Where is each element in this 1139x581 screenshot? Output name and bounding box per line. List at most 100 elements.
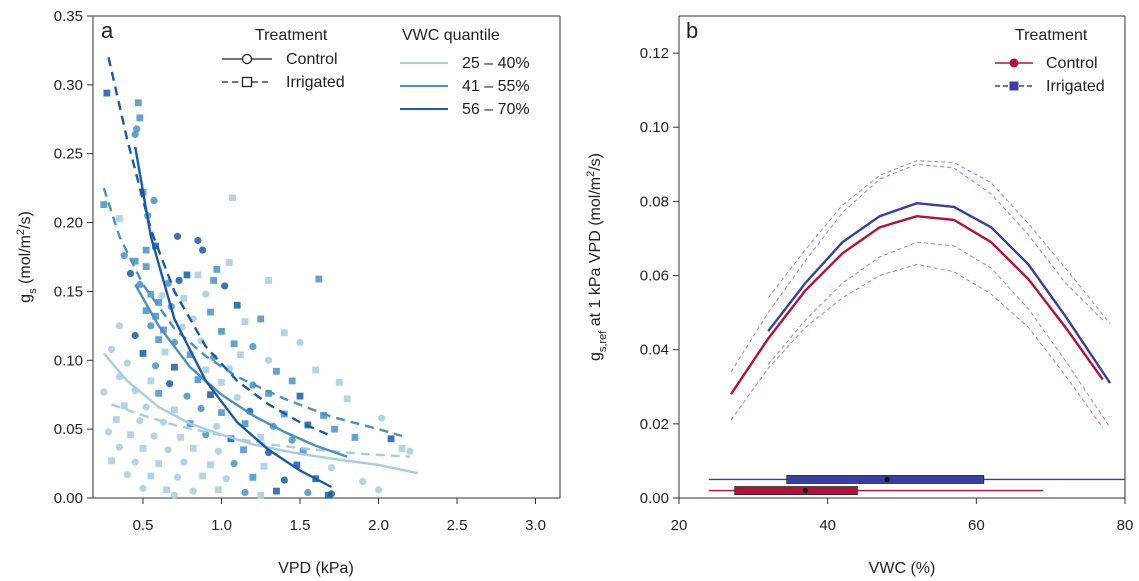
data-point-control <box>151 362 160 370</box>
y-tick-label: 0.06 <box>640 268 669 285</box>
data-point-irrigated <box>155 460 163 467</box>
data-point-control <box>265 356 273 364</box>
legend-label-control: Control <box>1046 55 1098 72</box>
x-tick-label: 2.0 <box>368 517 389 534</box>
y-tick-label: 0.20 <box>54 215 83 232</box>
data-point-irrigated <box>312 366 320 374</box>
data-point-irrigated <box>299 447 307 455</box>
data-point-irrigated <box>273 367 280 375</box>
data-point-control <box>296 338 304 346</box>
data-point-control <box>136 280 144 289</box>
data-point-irrigated <box>108 457 115 465</box>
data-point-control <box>359 477 367 486</box>
data-point-irrigated <box>103 89 111 97</box>
x-tick-label: 40 <box>819 517 836 534</box>
ci-lower-control <box>730 263 1104 428</box>
y-tick-label: 0.12 <box>640 45 669 62</box>
curves-layer <box>102 57 419 489</box>
data-point-control <box>221 282 229 290</box>
data-point-irrigated <box>387 435 395 443</box>
data-point-irrigated <box>280 329 288 337</box>
legend-title: Treatment <box>1015 27 1088 44</box>
data-point-irrigated <box>241 318 249 326</box>
data-point-irrigated <box>139 350 147 357</box>
data-point-irrigated <box>155 299 163 306</box>
y-tick-label: 0.02 <box>640 416 669 433</box>
data-point-control <box>136 417 144 425</box>
data-point-irrigated <box>335 378 343 386</box>
fit-curve-irrigated <box>102 187 403 438</box>
data-point-control <box>126 269 135 278</box>
x-tick-label: 80 <box>1117 517 1134 534</box>
panel-label: a <box>101 18 114 43</box>
data-point-control <box>158 291 166 300</box>
x-tick-label: 1.5 <box>290 517 311 534</box>
data-point-control <box>180 458 188 466</box>
y-axis-title-part: g <box>587 352 604 361</box>
data-point-control <box>406 447 414 455</box>
data-point-control <box>202 290 210 298</box>
data-point-irrigated <box>351 434 359 441</box>
y-tick-label: 0.00 <box>640 490 669 507</box>
data-point-irrigated <box>171 363 178 371</box>
data-point-irrigated <box>147 290 155 298</box>
data-point-control <box>164 446 172 454</box>
panel-label: b <box>686 18 698 43</box>
data-point-control <box>131 458 139 466</box>
y-tick-label: 0.35 <box>54 8 83 25</box>
y-axis-title: gs (mol/m2/s) <box>15 211 39 303</box>
y-tick-label: 0.04 <box>640 342 669 359</box>
data-point-irrigated <box>147 472 155 480</box>
panel-a: 0.00 0.05 0.10 0.15 0.20 0.25 0.30 0.35 0.5 1.0 1.… <box>15 8 561 577</box>
x-tick-label: 3.0 <box>525 517 546 534</box>
data-point-control <box>150 196 158 205</box>
data-point-irrigated <box>194 271 202 279</box>
data-point-irrigated <box>116 215 123 222</box>
data-point-irrigated <box>260 462 268 470</box>
y-axis-title-part: s,ref <box>597 330 609 352</box>
data-point-irrigated <box>177 434 185 441</box>
data-point-irrigated <box>155 389 163 397</box>
data-point-control <box>131 130 139 139</box>
data-point-irrigated <box>189 445 197 452</box>
y-tick-label: 0.10 <box>640 119 669 136</box>
data-point-irrigated <box>207 461 214 469</box>
data-point-control <box>142 403 150 411</box>
data-point-irrigated <box>160 326 167 334</box>
x-tick-label: 0.5 <box>133 517 154 534</box>
data-point-control <box>170 491 178 499</box>
y-axis-title: gs,ref at 1 kPa VPD (mol/m2/s) <box>585 153 609 361</box>
data-point-control <box>249 342 257 351</box>
data-point-control <box>175 276 183 285</box>
data-point-irrigated <box>229 194 236 202</box>
data-point-control <box>123 359 131 367</box>
data-point-control <box>173 232 182 240</box>
data-point-irrigated <box>398 445 406 452</box>
box-median-control <box>802 487 808 494</box>
data-point-irrigated <box>152 312 159 320</box>
y-axis-title-part: at 1 kPa VPD (mol/m <box>587 177 604 331</box>
data-point-control <box>213 422 221 430</box>
data-point-irrigated <box>147 377 155 385</box>
data-point-irrigated <box>199 472 207 480</box>
data-point-control <box>100 388 108 396</box>
data-point-irrigated <box>233 301 241 309</box>
data-point-irrigated <box>249 473 257 481</box>
x-tick-label: 1.0 <box>211 517 232 534</box>
legend-vwc-label: 41 – 55% <box>462 78 530 95</box>
data-point-irrigated <box>331 425 338 433</box>
boxplot-layer <box>708 475 1125 495</box>
data-point-control <box>131 331 139 340</box>
data-point-irrigated <box>320 411 327 419</box>
data-point-irrigated <box>293 461 301 469</box>
data-point-control <box>150 432 158 440</box>
data-point-control <box>233 393 241 402</box>
data-point-irrigated <box>134 99 142 107</box>
data-point-irrigated <box>218 409 225 417</box>
legend-treatment-title: Treatment <box>255 27 328 44</box>
data-point-control <box>133 125 141 133</box>
y-axis-title-part: g <box>17 294 34 303</box>
y-tick-label: 0.10 <box>54 352 83 369</box>
legend-label-control: Control <box>286 51 338 68</box>
data-point-irrigated <box>210 277 218 284</box>
